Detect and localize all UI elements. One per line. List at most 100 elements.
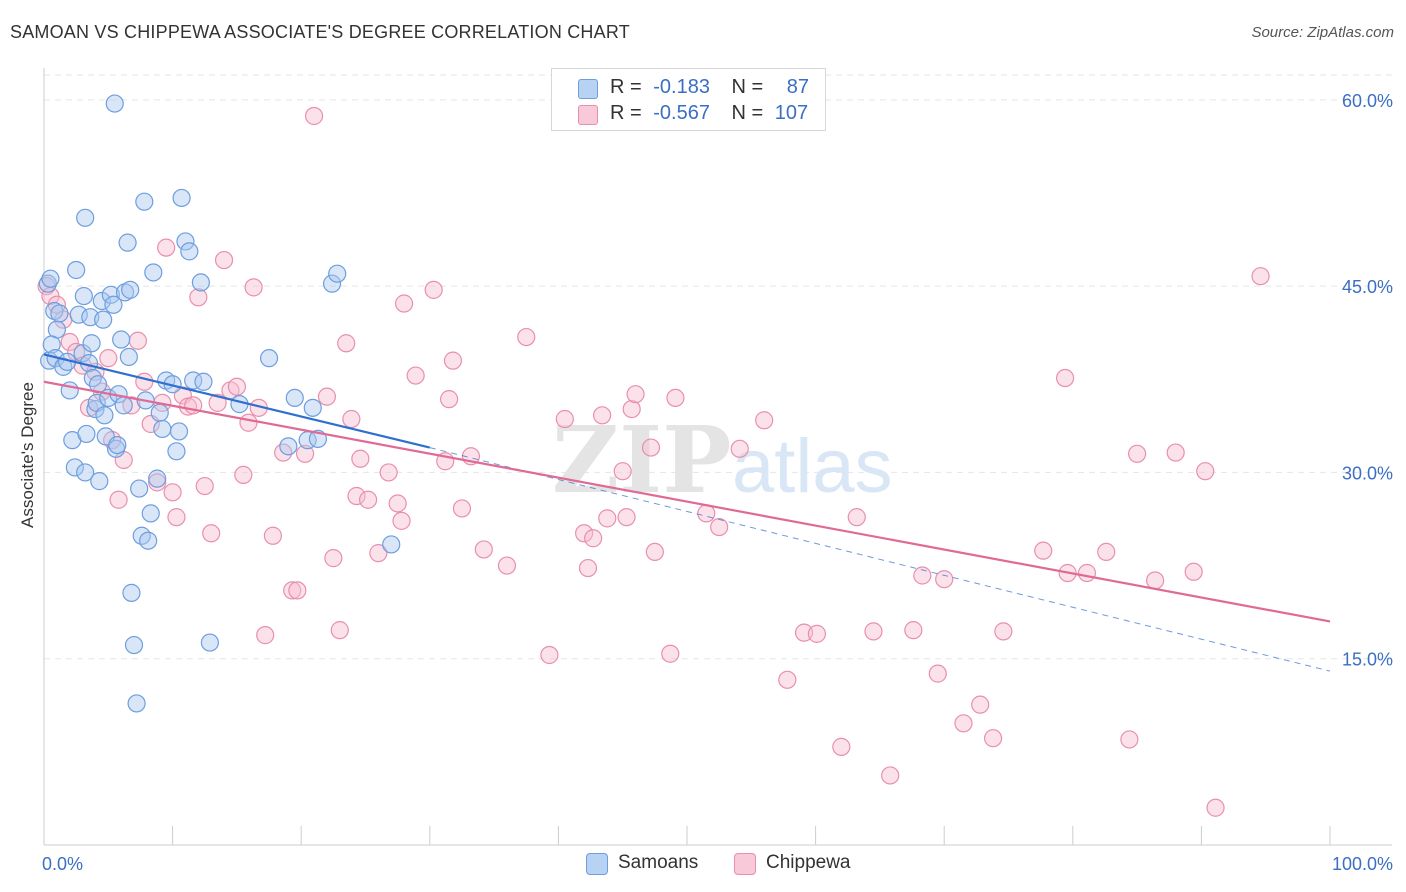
chippewa-point-41 <box>288 581 307 600</box>
chippewa-point-80 <box>661 644 680 663</box>
chippewa-point-26 <box>189 288 208 307</box>
chippewa-point-83 <box>710 517 729 537</box>
y-tick-label-15: 15.0% <box>1342 650 1393 670</box>
chippewa-point-37 <box>256 626 275 645</box>
watermark-atlas: atlas <box>732 424 893 509</box>
chippewa-point-44 <box>317 387 337 406</box>
samoans-point-13 <box>67 260 86 280</box>
chippewa-r-label: R = <box>610 102 642 124</box>
x-tick-label-100: 100.0% <box>1332 854 1393 874</box>
chippewa-point-56 <box>394 294 414 313</box>
chippewa-point-78 <box>641 438 661 457</box>
samoans-point-42 <box>118 233 137 252</box>
chippewa-point-33 <box>234 465 253 485</box>
samoans-point-37 <box>108 435 127 455</box>
samoans-point-57 <box>153 419 172 439</box>
samoans-point-30 <box>95 406 114 425</box>
samoans-point-21 <box>82 334 101 353</box>
chippewa-point-50 <box>351 449 370 468</box>
chippewa-point-92 <box>881 766 900 785</box>
chippewa-point-86 <box>778 670 797 689</box>
chippewa-point-77 <box>626 385 645 404</box>
chippewa-point-62 <box>452 499 472 518</box>
y-tick-label-30: 30.0% <box>1342 463 1393 483</box>
samoans-point-45 <box>122 583 141 602</box>
samoans-point-1 <box>41 269 60 288</box>
chippewa-point-49 <box>347 486 366 506</box>
samoans-point-39 <box>112 330 131 349</box>
chippewa-point-113 <box>1251 267 1270 286</box>
chippewa-point-72 <box>593 406 612 425</box>
samoans-point-66 <box>191 273 210 292</box>
samoans-legend-swatch <box>586 853 608 875</box>
chippewa-point-65 <box>497 556 517 575</box>
samoans-point-71 <box>279 437 298 456</box>
chippewa-point-54 <box>388 494 407 513</box>
chippewa-point-52 <box>369 544 388 563</box>
chippewa-point-96 <box>935 570 954 589</box>
samoans-point-40 <box>114 396 133 415</box>
chippewa-point-88 <box>807 624 826 643</box>
samoans-point-28 <box>92 291 111 311</box>
samoans-point-54 <box>144 263 163 282</box>
samoans-n-label: N = <box>731 76 764 98</box>
chippewa-point-68 <box>555 409 574 429</box>
chippewa-point-74 <box>613 462 632 481</box>
samoans-point-0 <box>38 274 57 293</box>
chippewa-point-40 <box>283 581 302 600</box>
chippewa-points <box>37 106 1270 817</box>
samoans-point-16 <box>76 463 95 482</box>
samoans-point-78 <box>382 535 401 554</box>
samoans-point-46 <box>124 635 144 655</box>
chippewa-point-108 <box>1146 571 1165 590</box>
samoans-point-50 <box>135 192 154 211</box>
chippewa-point-46 <box>330 621 349 640</box>
samoans-point-72 <box>285 388 304 408</box>
chippewa-point-58 <box>424 280 443 299</box>
chippewa-point-82 <box>697 504 716 523</box>
chippewa-point-66 <box>517 327 536 347</box>
chippewa-point-14 <box>122 396 141 415</box>
chippewa-point-90 <box>847 508 866 527</box>
chippewa-swatch <box>578 105 598 125</box>
chippewa-point-22 <box>167 508 186 527</box>
chippewa-legend-label: Chippewa <box>766 852 851 873</box>
samoans-point-77 <box>328 264 347 283</box>
samoans-point-4 <box>50 304 69 323</box>
y-tick-label-60: 60.0% <box>1342 91 1393 111</box>
chippewa-point-48 <box>342 409 361 429</box>
trend-lines <box>43 353 1331 672</box>
chippewa-point-61 <box>443 351 463 370</box>
chippewa-n-label: N = <box>731 102 764 124</box>
samoans-point-15 <box>73 344 92 363</box>
samoans-point-27 <box>90 472 109 491</box>
samoans-n-value: 87 <box>786 76 810 98</box>
chart-title: SAMOAN VS CHIPPEWA ASSOCIATE'S DEGREE CO… <box>10 22 630 42</box>
correlation-legend: R = -0.183 N = 87 R = -0.567 N = 107 <box>551 68 826 131</box>
samoans-point-61 <box>169 422 189 441</box>
chippewa-point-100 <box>994 622 1013 641</box>
chippewa-point-15 <box>128 331 147 350</box>
chippewa-point-95 <box>928 664 947 683</box>
chippewa-point-47 <box>337 334 356 353</box>
samoans-r-label: R = <box>610 76 642 98</box>
samoans-points <box>38 94 401 713</box>
chippewa-point-109 <box>1166 443 1185 462</box>
samoans-point-47 <box>127 694 146 713</box>
chippewa-point-30 <box>214 250 234 270</box>
chippewa-point-81 <box>666 388 685 408</box>
chippewa-point-67 <box>540 645 559 665</box>
samoans-trend-extension <box>429 447 1331 672</box>
chippewa-point-42 <box>295 444 315 463</box>
chippewa-point-73 <box>598 509 617 528</box>
chippewa-point-85 <box>755 411 774 430</box>
chippewa-point-45 <box>324 549 343 568</box>
chippewa-point-64 <box>474 540 493 559</box>
chippewa-point-106 <box>1120 730 1139 749</box>
samoans-point-35 <box>105 94 124 113</box>
chippewa-point-35 <box>244 278 263 297</box>
samoans-swatch <box>578 79 598 99</box>
chippewa-point-99 <box>983 729 1003 748</box>
chippewa-point-79 <box>645 542 664 562</box>
chippewa-point-93 <box>904 621 923 640</box>
